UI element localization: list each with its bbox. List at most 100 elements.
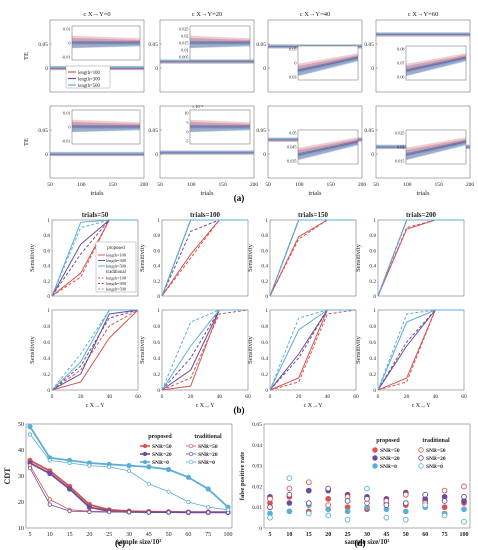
- subplot-title: c X→Y=40: [300, 11, 331, 18]
- x-tick-label: 30: [364, 532, 370, 538]
- traditional-fpr-point: [364, 485, 370, 492]
- legend-marker: [418, 463, 424, 469]
- y-tick-label: 0.05: [38, 42, 48, 48]
- axes-frame: [161, 219, 249, 297]
- panel-a-subplot: 0 0.05 c X→Y=60 0.08 0.07 0.06: [364, 11, 471, 93]
- traditional-sensitivity-line: [161, 309, 248, 391]
- traditional-fpr-point: [305, 510, 312, 517]
- x-tick-label: 5: [269, 532, 272, 538]
- y-axis-label: Sensitivity: [139, 335, 146, 364]
- inset: 0.05 0 0.03: [289, 45, 359, 81]
- y-axis-label: false positive rate: [239, 452, 246, 500]
- proposed-cdt-point: [86, 504, 93, 510]
- traditional-fpr-point: [402, 500, 409, 506]
- inset-tick-label: 0.01: [63, 111, 70, 116]
- proposed-cdt-point: [47, 470, 53, 476]
- x-tick-label: 100: [187, 182, 196, 188]
- y-tick-label: 0.8: [153, 233, 160, 239]
- proposed-sensitivity-line: [51, 309, 139, 391]
- traditional-fpr-point: [286, 475, 293, 481]
- traditional-fpr-point: [305, 500, 312, 506]
- panel-a-subplot: 0 0.05 50 100 150 200 trials 0.025 0.02 0.015: [364, 105, 474, 197]
- traditional-cdt-point: [67, 460, 72, 466]
- x-tick-label: 25: [345, 532, 351, 538]
- panel-label-a: (a): [234, 193, 245, 203]
- y-axis-label: Sensitivity: [139, 243, 146, 272]
- y-tick-label: 0.2: [153, 279, 160, 285]
- proposed-cdt-point: [67, 486, 73, 492]
- inset-tick-label: 0.05: [289, 47, 296, 52]
- inset: 0.01 0 -0.01: [62, 25, 141, 61]
- x-tick-label: 20: [325, 532, 331, 538]
- x-axis-label: c X→Y: [196, 403, 215, 409]
- inset-tick-label: 0: [186, 129, 188, 134]
- inset-tick-label: 0.06: [397, 75, 404, 80]
- x-axis-label: sample size/10³: [117, 538, 162, 546]
- y-tick-label: 0: [373, 388, 376, 394]
- y-tick-label: 0.4: [153, 356, 160, 362]
- proposed-fpr-point: [441, 504, 448, 511]
- inset-tick-label: 0: [68, 125, 70, 130]
- legend-title: proposed: [376, 438, 400, 444]
- inset-mean-line: [405, 142, 467, 157]
- proposed-sensitivity-line: [377, 309, 464, 391]
- y-tick-label: 0: [371, 152, 374, 158]
- traditional-fpr-point: [402, 491, 409, 498]
- x-tick-label: 20: [188, 394, 194, 400]
- inset-band: [298, 140, 358, 161]
- x-tick-label: 20: [78, 394, 84, 400]
- x-tick-label: 0: [51, 394, 54, 400]
- axes-frame: [161, 309, 249, 391]
- x-axis-label: c X→Y: [304, 403, 323, 409]
- y-tick-label: 0.8: [369, 324, 376, 330]
- y-tick-label: 0.8: [43, 324, 50, 330]
- y-tick-label: 1: [373, 308, 376, 314]
- panel-b-subplot: 0 0.2 0.4 0.6 0.8 1 Sensitivity trials=50 propos…: [29, 211, 139, 300]
- legend: proposed traditional SNR=50 SNR=20 SNR=0 SNR=…: [372, 438, 450, 470]
- legend-marker: [372, 447, 378, 453]
- x-tick-label: 40: [217, 394, 223, 400]
- x-tick-label: 100: [295, 182, 304, 188]
- subplot-title: trials=100: [190, 211, 221, 219]
- y-tick-label: 0.6: [153, 340, 160, 346]
- y-tick-label: 0.6: [261, 340, 268, 346]
- y-tick-label: 0.2: [261, 372, 268, 378]
- traditional-cdt-point: [87, 509, 92, 514]
- legend-label: SNR=20: [426, 456, 446, 462]
- traditional-fpr-point: [441, 498, 448, 504]
- y-tick-label: 0.02: [252, 484, 262, 490]
- legend-title: proposed: [148, 434, 172, 440]
- traditional-fpr-point: [344, 498, 351, 504]
- y-tick-label: 0: [263, 66, 266, 72]
- legend-label: SNR=20: [152, 452, 172, 458]
- traditional-cdt-point: [47, 497, 52, 502]
- inset-tick-label: 5: [186, 120, 188, 125]
- inset-tick-label: 0: [68, 41, 70, 46]
- y-axis-label: TE: [23, 52, 30, 60]
- legend-label: length=100: [106, 253, 127, 258]
- inset-tick-label: 0.015: [395, 159, 404, 164]
- inset-band: [298, 56, 358, 77]
- traditional-cdt-point: [67, 508, 72, 514]
- axes-frame: [377, 309, 465, 391]
- inset-tick-label: 0.045: [287, 145, 296, 150]
- legend-frame: [65, 65, 111, 89]
- traditional-fpr-point: [461, 483, 467, 490]
- inset-tick-label: 0.005: [179, 55, 188, 60]
- traditional-fpr-point: [267, 514, 273, 521]
- y-tick-label: 1: [157, 218, 160, 224]
- panel-d-false-positive-rate: 0 0.01 0.02 0.03 0.04 0.05 5 10 15 20 25 30 45 50 60 75…: [239, 422, 471, 546]
- traditional-fpr-point: [344, 516, 351, 523]
- y-tick-label: 0.6: [43, 248, 50, 254]
- legend-marker: [142, 451, 148, 457]
- y-tick-label: 0.8: [369, 233, 376, 239]
- x-tick-label: 60: [422, 532, 428, 538]
- proposed-fpr-point: [305, 487, 312, 494]
- x-tick-label: 75: [205, 532, 211, 538]
- y-tick-label: 1: [47, 308, 50, 314]
- y-tick-label: 0: [265, 388, 268, 394]
- traditional-fpr-point: [267, 496, 273, 502]
